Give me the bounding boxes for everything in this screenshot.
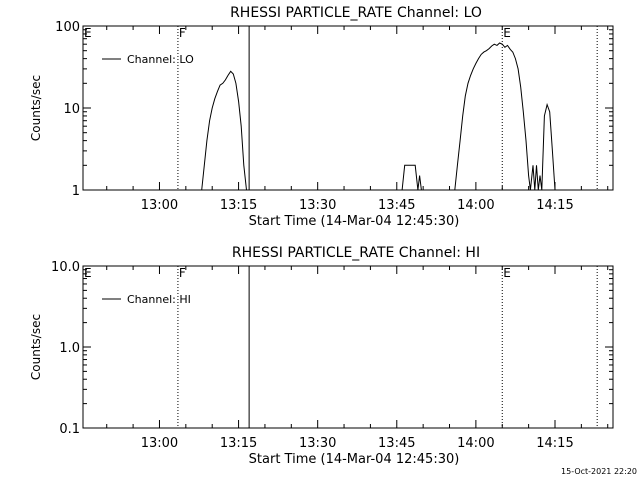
event-marker-label: E [503, 266, 511, 280]
x-axis-label: Start Time (14-Mar-04 12:45:30) [249, 214, 460, 229]
series-line [201, 42, 556, 191]
chart-title: RHESSI PARTICLE_RATE Channel: LO [230, 5, 482, 21]
x-tick-label: 14:15 [536, 436, 573, 451]
x-tick-label: 13:30 [299, 198, 336, 213]
y-axis-label: Counts/sec [29, 75, 43, 141]
y-tick-label: 1 [72, 184, 80, 199]
lo-channel-panel: RHESSI PARTICLE_RATE Channel: LO 13:00 13:… [29, 5, 614, 229]
y-axis-label: Counts/sec [29, 314, 43, 380]
generation-timestamp: 15-Oct-2021 22:20 [561, 467, 637, 476]
x-tick-label: 13:30 [299, 436, 336, 451]
event-marker-label: F [179, 266, 186, 280]
y-tick-label: 10 [63, 102, 80, 117]
x-tick-label: 13:00 [141, 198, 178, 213]
legend-label: Channel: HI [127, 293, 191, 306]
y-tick-label: 10.0 [51, 260, 80, 275]
x-tick-label: 13:45 [378, 436, 415, 451]
y-tick-label: 100 [55, 20, 80, 35]
hi-channel-panel: RHESSI PARTICLE_RATE Channel: HI 13:00 13:… [29, 245, 614, 467]
x-tick-label: 14:15 [536, 198, 573, 213]
y-tick-label: 0.1 [59, 422, 80, 437]
x-tick-label: 13:00 [141, 436, 178, 451]
x-tick-label: 13:45 [378, 198, 415, 213]
event-marker-label: F [179, 26, 186, 40]
chart-title: RHESSI PARTICLE_RATE Channel: HI [232, 245, 480, 261]
legend-label: Channel: LO [127, 53, 194, 66]
plot-frame [82, 265, 614, 429]
x-tick-label: 14:00 [457, 198, 494, 213]
y-tick-label: 1.0 [59, 341, 80, 356]
x-tick-label: 13:15 [220, 198, 257, 213]
event-marker-label: E [84, 266, 92, 280]
event-marker-label: E [84, 26, 92, 40]
x-axis-label: Start Time (14-Mar-04 12:45:30) [249, 452, 460, 467]
x-tick-label: 13:15 [220, 436, 257, 451]
event-marker-label: E [503, 26, 511, 40]
x-tick-label: 14:00 [457, 436, 494, 451]
